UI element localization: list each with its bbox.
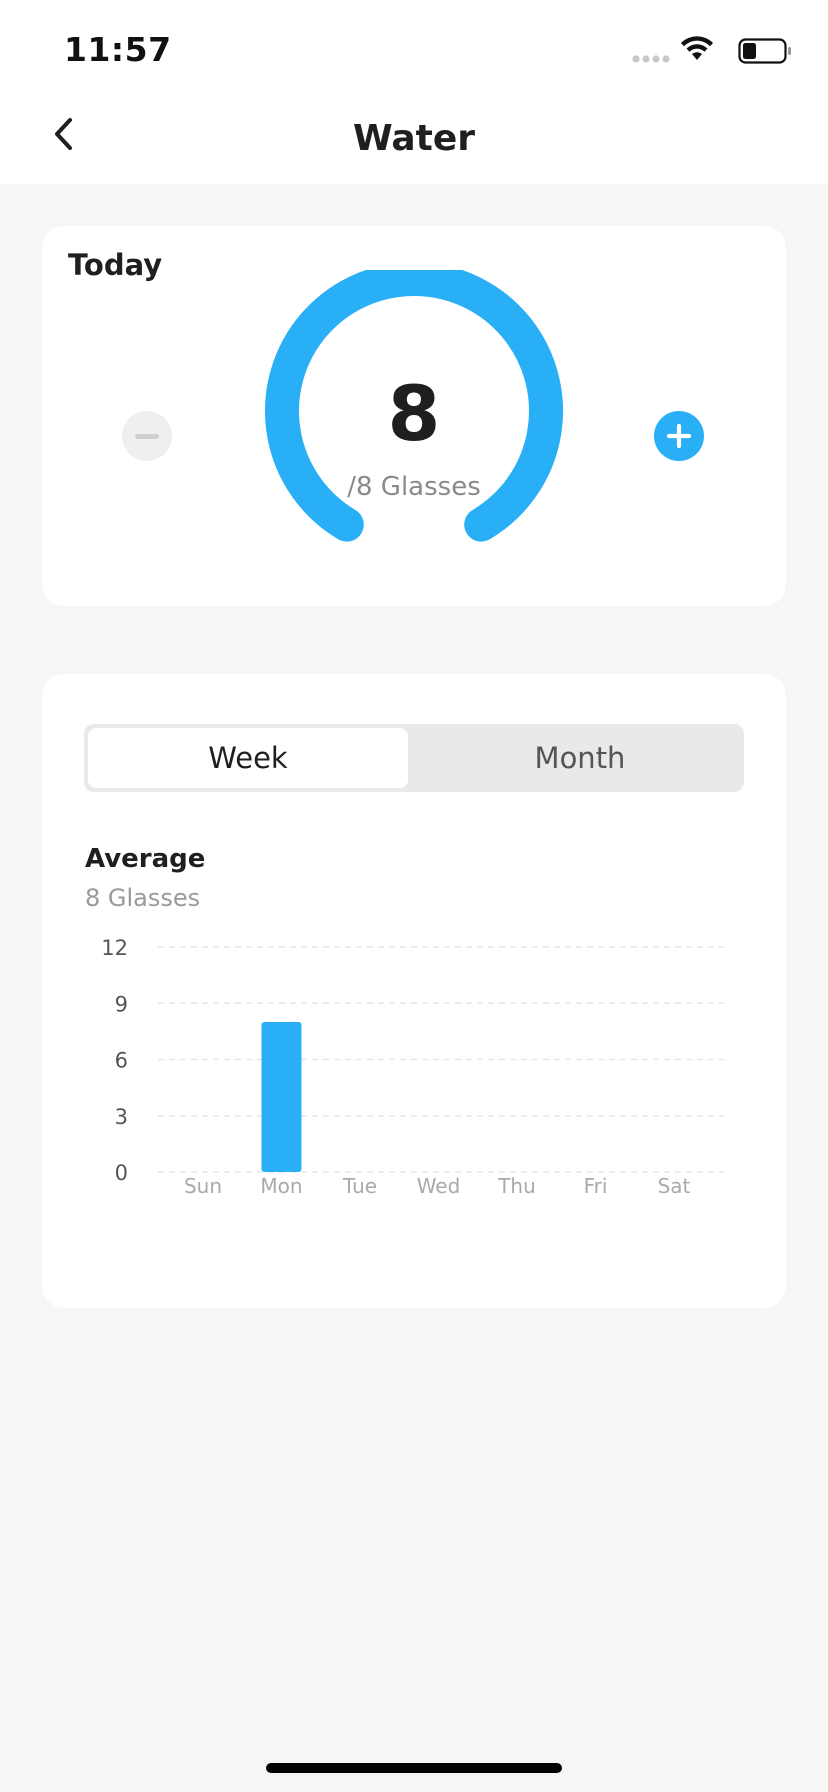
tab-week[interactable]: Week (88, 728, 408, 788)
y-tick-label: 0 (115, 1161, 128, 1185)
decrement-button[interactable] (122, 411, 172, 461)
x-tick-label-tue: Tue (342, 1174, 377, 1198)
glasses-goal: /8 Glasses (347, 472, 481, 502)
x-tick-label-sun: Sun (184, 1174, 222, 1198)
y-tick-label: 9 (115, 992, 128, 1016)
y-tick-label: 12 (101, 936, 128, 960)
status-icons (592, 36, 792, 64)
y-tick-label: 3 (115, 1105, 128, 1129)
x-tick-label-sat: Sat (658, 1174, 691, 1198)
x-tick-label-fri: Fri (584, 1174, 608, 1198)
page-title: Water (352, 118, 476, 159)
bar-mon[interactable] (261, 1022, 302, 1172)
back-button[interactable] (40, 110, 88, 158)
minus-icon (135, 433, 159, 439)
status-bar: 11:57 (0, 0, 828, 92)
average-title: Average (85, 844, 206, 874)
tab-month[interactable]: Month (534, 741, 626, 775)
stats-card: Week Month Average 8 Glasses 0 3 6 9 12 Sun Mo… (42, 674, 786, 1308)
home-indicator (266, 1763, 562, 1773)
battery-icon (738, 38, 791, 64)
x-tick-label-wed: Wed (417, 1174, 461, 1198)
water-progress-gauge (265, 270, 563, 542)
navigation-bar: Water (0, 92, 828, 184)
status-time: 11:57 (64, 30, 172, 69)
today-card: Today 8 /8 Glasses (42, 226, 786, 606)
gauge-track (265, 270, 563, 542)
today-label: Today (68, 248, 163, 282)
plus-icon (666, 423, 692, 449)
weekly-bar-chart: 0 3 6 9 12 Sun Mon Tue Wed Thu Fri Sat (101, 936, 724, 1198)
increment-button[interactable] (654, 411, 704, 461)
y-tick-label: 6 (115, 1049, 128, 1073)
average-value: 8 Glasses (85, 884, 201, 912)
period-segmented-control: Week Month (84, 724, 744, 792)
chevron-left-icon (55, 118, 72, 150)
cellular-signal-icon (632, 55, 670, 63)
wifi-icon (681, 36, 713, 60)
x-tick-label-mon: Mon (260, 1174, 302, 1198)
glasses-count: 8 (387, 369, 441, 458)
x-tick-label-thu: Thu (497, 1174, 536, 1198)
